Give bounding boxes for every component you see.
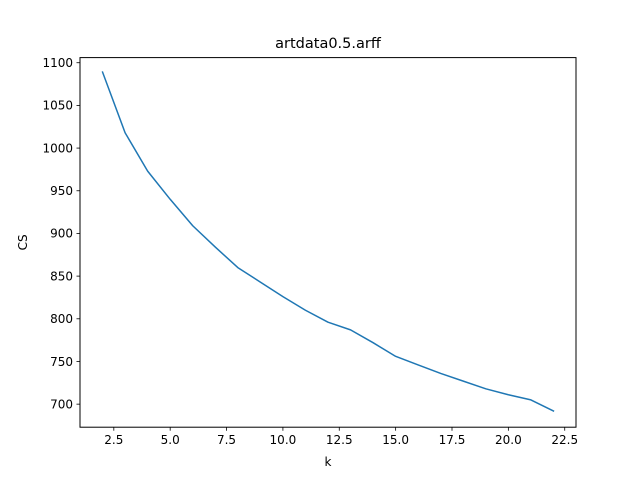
series-line-cs — [101, 71, 555, 412]
plot-area — [79, 57, 577, 428]
y-tick-label: 750 — [50, 355, 73, 369]
x-tick-label: 5.0 — [161, 433, 180, 447]
chart-title: artdata0.5.arff — [275, 36, 382, 52]
y-tick-label: 700 — [50, 397, 73, 411]
y-tick-label: 1000 — [42, 141, 73, 155]
x-tick-label: 2.5 — [104, 433, 123, 447]
y-tick-label: 950 — [50, 184, 73, 198]
x-tick-label: 12.5 — [326, 433, 353, 447]
x-tick-label: 17.5 — [439, 433, 466, 447]
y-axis-label: CS — [16, 234, 30, 250]
x-tick-label: 10.0 — [270, 433, 297, 447]
y-axis: 700 750 800 850 900 950 1000 1050 1100 — [42, 56, 80, 411]
x-tick-label: 22.5 — [551, 433, 578, 447]
x-tick-label: 15.0 — [382, 433, 409, 447]
y-tick-label: 850 — [50, 269, 73, 283]
x-axis: 2.5 5.0 7.5 10.0 12.5 15.0 17.5 20.0 22.5 — [104, 427, 578, 447]
x-tick-label: 20.0 — [495, 433, 522, 447]
x-axis-label: k — [325, 455, 332, 469]
x-tick-label: 7.5 — [217, 433, 236, 447]
y-tick-label: 1100 — [42, 56, 73, 70]
y-tick-label: 1050 — [42, 99, 73, 113]
y-tick-label: 800 — [50, 312, 73, 326]
y-tick-label: 900 — [50, 227, 73, 241]
